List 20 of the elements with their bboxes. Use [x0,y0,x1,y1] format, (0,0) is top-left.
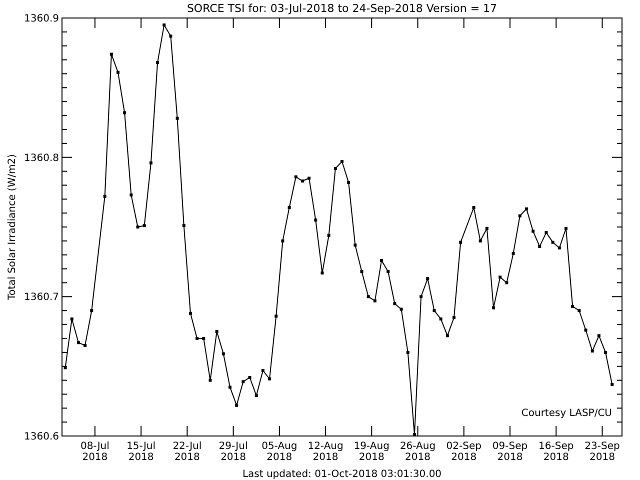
chart-title: SORCE TSI for: 03-Jul-2018 to 24-Sep-2018 Version = 17 [186,2,498,15]
text: Last updated: 01-Oct-2018 03:01:30.00 [242,469,442,480]
x-tick-label: 19-Aug 2018 [354,441,390,463]
x-tick-label: 16-Sep 2018 [538,441,574,463]
y-tick-label: 1360.7 [24,292,59,304]
x-tick-label: 23-Sep 2018 [584,441,620,463]
y-tick-label: 1360.6 [24,432,59,442]
x-tick-label: 15-Jul 2018 [126,441,156,463]
x-tick-label: 29-Jul 2018 [218,441,248,463]
x-tick-label: 12-Aug 2018 [308,441,344,463]
y-tick-label: 1360.9 [24,14,59,24]
x-tick-label: 09-Sep 2018 [492,441,528,463]
y-tick-label: 1360.8 [24,152,59,164]
annotation: Courtesy LASP/CU [521,408,612,419]
x-tick-label: 02-Sep 2018 [446,441,482,463]
x-tick-label: 05-Aug 2018 [262,441,298,463]
x-tick-label: 26-Aug 2018 [400,441,436,463]
x-tick-label: 08-Jul 2018 [80,441,110,463]
y-axis-title: Total Solar Irradiance (W/m2) [7,154,18,301]
x-tick-label: 22-Jul 2018 [172,441,202,463]
